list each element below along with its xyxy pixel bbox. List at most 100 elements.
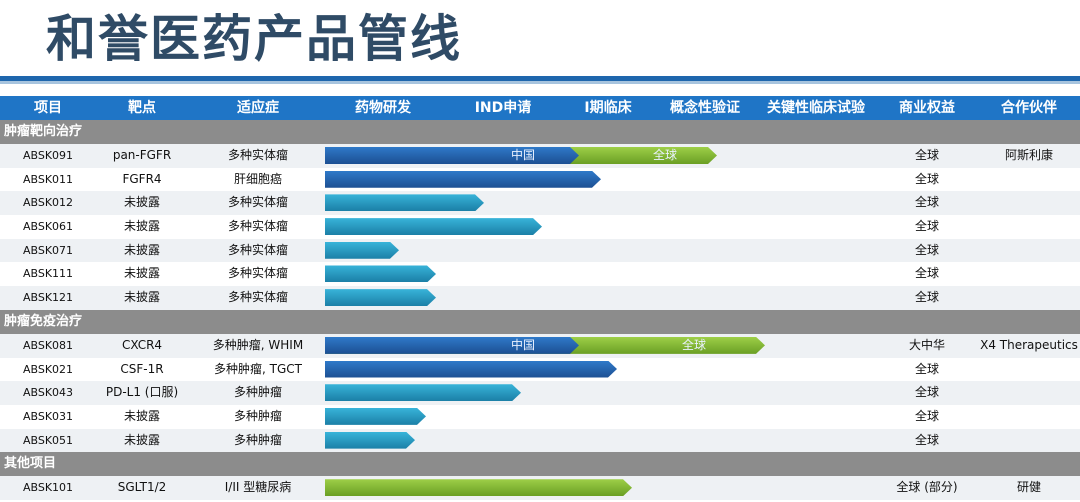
table-row[interactable]: ABSK043 PD-L1 (口服) 多种肿瘤 全球 bbox=[0, 381, 1080, 405]
target: pan-FGFR bbox=[112, 148, 172, 162]
stage-progress-bar bbox=[325, 289, 436, 306]
target: 未披露 bbox=[123, 432, 161, 447]
indication: 多种实体瘤 bbox=[227, 290, 289, 305]
pipeline-table: 项目 靶点 适应症 药物研发 IND申请 I期临床 概念性验证 关键性临床试验 … bbox=[0, 96, 1080, 500]
table-row[interactable]: ABSK031 未披露 多种肿瘤 全球 bbox=[0, 405, 1080, 429]
partner: 研健 bbox=[1016, 480, 1042, 495]
table-row[interactable]: ABSK081 CXCR4 多种肿瘤, WHIM 大中华 X4 Therapeutics… bbox=[0, 333, 1080, 358]
col-header-poc: 概念性验证 bbox=[670, 100, 740, 116]
stage-progress-bar bbox=[325, 432, 415, 449]
indication: 多种肿瘤 bbox=[233, 432, 283, 447]
project-id: ABSK051 bbox=[22, 433, 74, 447]
table-row[interactable]: ABSK012 未披露 多种实体瘤 全球 bbox=[0, 191, 1080, 216]
commercial-rights: 全球 (部分) bbox=[896, 480, 958, 495]
target: 未披露 bbox=[123, 408, 161, 423]
commercial-rights: 全球 bbox=[914, 361, 940, 376]
indication: 肝细胞癌 bbox=[233, 171, 283, 186]
table-row[interactable]: ABSK021 CSF-1R 多种肿瘤, TGCT 全球 bbox=[0, 358, 1080, 382]
page-title: 和誉医药产品管线 bbox=[46, 10, 462, 68]
project-id: ABSK121 bbox=[22, 291, 74, 305]
stage-progress-bar bbox=[325, 408, 426, 425]
col-header-phase1: I期临床 bbox=[584, 100, 632, 116]
project-id: ABSK091 bbox=[22, 149, 74, 162]
indication: 多种肿瘤, TGCT bbox=[214, 361, 302, 376]
project-id: ABSK111 bbox=[22, 267, 74, 281]
target: SGLT1/2 bbox=[117, 480, 167, 495]
commercial-rights: 全球 bbox=[914, 195, 940, 210]
section-header: 肿瘤免疫治疗 bbox=[0, 309, 1080, 334]
partner: X4 Therapeutics bbox=[980, 337, 1078, 352]
stage-progress-bar bbox=[325, 171, 601, 188]
commercial-rights: 全球 bbox=[914, 290, 940, 305]
project-id: ABSK043 bbox=[22, 386, 74, 400]
col-header-indication: 适应症 bbox=[237, 100, 279, 116]
commercial-rights: 全球 bbox=[914, 385, 940, 400]
commercial-rights: 全球 bbox=[914, 148, 940, 162]
table-header: 项目 靶点 适应症 药物研发 IND申请 I期临床 概念性验证 关键性临床试验 … bbox=[0, 96, 1080, 120]
stage-progress-bar bbox=[325, 242, 399, 259]
section-header: 肿瘤靶向治疗 bbox=[0, 120, 1080, 144]
commercial-rights: 大中华 bbox=[908, 337, 946, 352]
stage-progress-bar: 中国 bbox=[325, 337, 579, 354]
table-body: 肿瘤靶向治疗 ABSK091 pan-FGFR 多种实体瘤 全球 阿斯利康 全球 中国 ABSK… bbox=[0, 120, 1080, 500]
target: 未披露 bbox=[123, 242, 161, 257]
col-header-pivotal: 关键性临床试验 bbox=[767, 100, 865, 116]
indication: 多种实体瘤 bbox=[227, 148, 289, 162]
project-id: ABSK011 bbox=[22, 172, 74, 186]
table-row[interactable]: ABSK011 FGFR4 肝细胞癌 全球 bbox=[0, 168, 1080, 192]
stage-progress-bar bbox=[325, 194, 484, 211]
target: CXCR4 bbox=[121, 337, 163, 352]
target: CSF-1R bbox=[120, 361, 164, 376]
global-bar-label: 全球 bbox=[652, 148, 678, 162]
indication: 多种实体瘤 bbox=[227, 219, 289, 234]
china-bar-label: 中国 bbox=[510, 148, 536, 162]
indication: I/II 型糖尿病 bbox=[224, 480, 292, 495]
partner: 阿斯利康 bbox=[1004, 148, 1054, 162]
indication: 多种肿瘤, WHIM bbox=[212, 337, 304, 352]
project-id: ABSK071 bbox=[22, 243, 74, 257]
table-row[interactable]: ABSK091 pan-FGFR 多种实体瘤 全球 阿斯利康 全球 中国 bbox=[0, 144, 1080, 168]
col-header-ind: IND申请 bbox=[474, 100, 532, 116]
indication: 多种肿瘤 bbox=[233, 385, 283, 400]
table-row[interactable]: ABSK101 SGLT1/2 I/II 型糖尿病 全球 (部分) 研健 bbox=[0, 476, 1080, 500]
table-row[interactable]: ABSK111 未披露 多种实体瘤 全球 bbox=[0, 262, 1080, 286]
stage-progress-bar bbox=[325, 265, 436, 282]
project-id: ABSK061 bbox=[22, 220, 74, 234]
title-underline bbox=[0, 76, 1080, 81]
table-row[interactable]: ABSK121 未披露 多种实体瘤 全球 bbox=[0, 286, 1080, 310]
indication: 多种实体瘤 bbox=[227, 266, 289, 281]
stage-progress-bar: 中国 bbox=[325, 147, 579, 164]
stage-progress-bar bbox=[325, 361, 617, 378]
target: 未披露 bbox=[123, 266, 161, 281]
col-header-discovery: 药物研发 bbox=[355, 100, 411, 116]
indication: 多种实体瘤 bbox=[227, 242, 289, 257]
stage-progress-bar bbox=[325, 479, 632, 496]
project-id: ABSK021 bbox=[22, 362, 74, 376]
title-underline-light bbox=[0, 81, 1080, 84]
target: FGFR4 bbox=[122, 171, 162, 186]
target: PD-L1 (口服) bbox=[105, 385, 179, 400]
commercial-rights: 全球 bbox=[914, 171, 940, 186]
global-bar-label: 全球 bbox=[681, 337, 707, 352]
table-row[interactable]: ABSK051 未披露 多种肿瘤 全球 bbox=[0, 428, 1080, 453]
col-header-partner: 合作伙伴 bbox=[1001, 100, 1057, 116]
indication: 多种实体瘤 bbox=[227, 195, 289, 210]
commercial-rights: 全球 bbox=[914, 219, 940, 234]
project-id: ABSK012 bbox=[22, 196, 74, 210]
table-row[interactable]: ABSK071 未披露 多种实体瘤 全球 bbox=[0, 238, 1080, 263]
col-header-target: 靶点 bbox=[128, 100, 156, 116]
china-bar-label: 中国 bbox=[510, 337, 536, 352]
commercial-rights: 全球 bbox=[914, 408, 940, 423]
section-header: 其他项目 bbox=[0, 452, 1080, 477]
indication: 多种肿瘤 bbox=[233, 408, 283, 423]
project-id: ABSK081 bbox=[22, 338, 74, 352]
project-id: ABSK101 bbox=[22, 481, 74, 495]
stage-progress-bar bbox=[325, 218, 542, 235]
col-header-rights: 商业权益 bbox=[899, 100, 955, 116]
stage-progress-bar bbox=[325, 384, 521, 401]
target: 未披露 bbox=[123, 290, 161, 305]
table-row[interactable]: ABSK061 未披露 多种实体瘤 全球 bbox=[0, 215, 1080, 239]
project-id: ABSK031 bbox=[22, 409, 74, 423]
target: 未披露 bbox=[123, 219, 161, 234]
commercial-rights: 全球 bbox=[914, 266, 940, 281]
